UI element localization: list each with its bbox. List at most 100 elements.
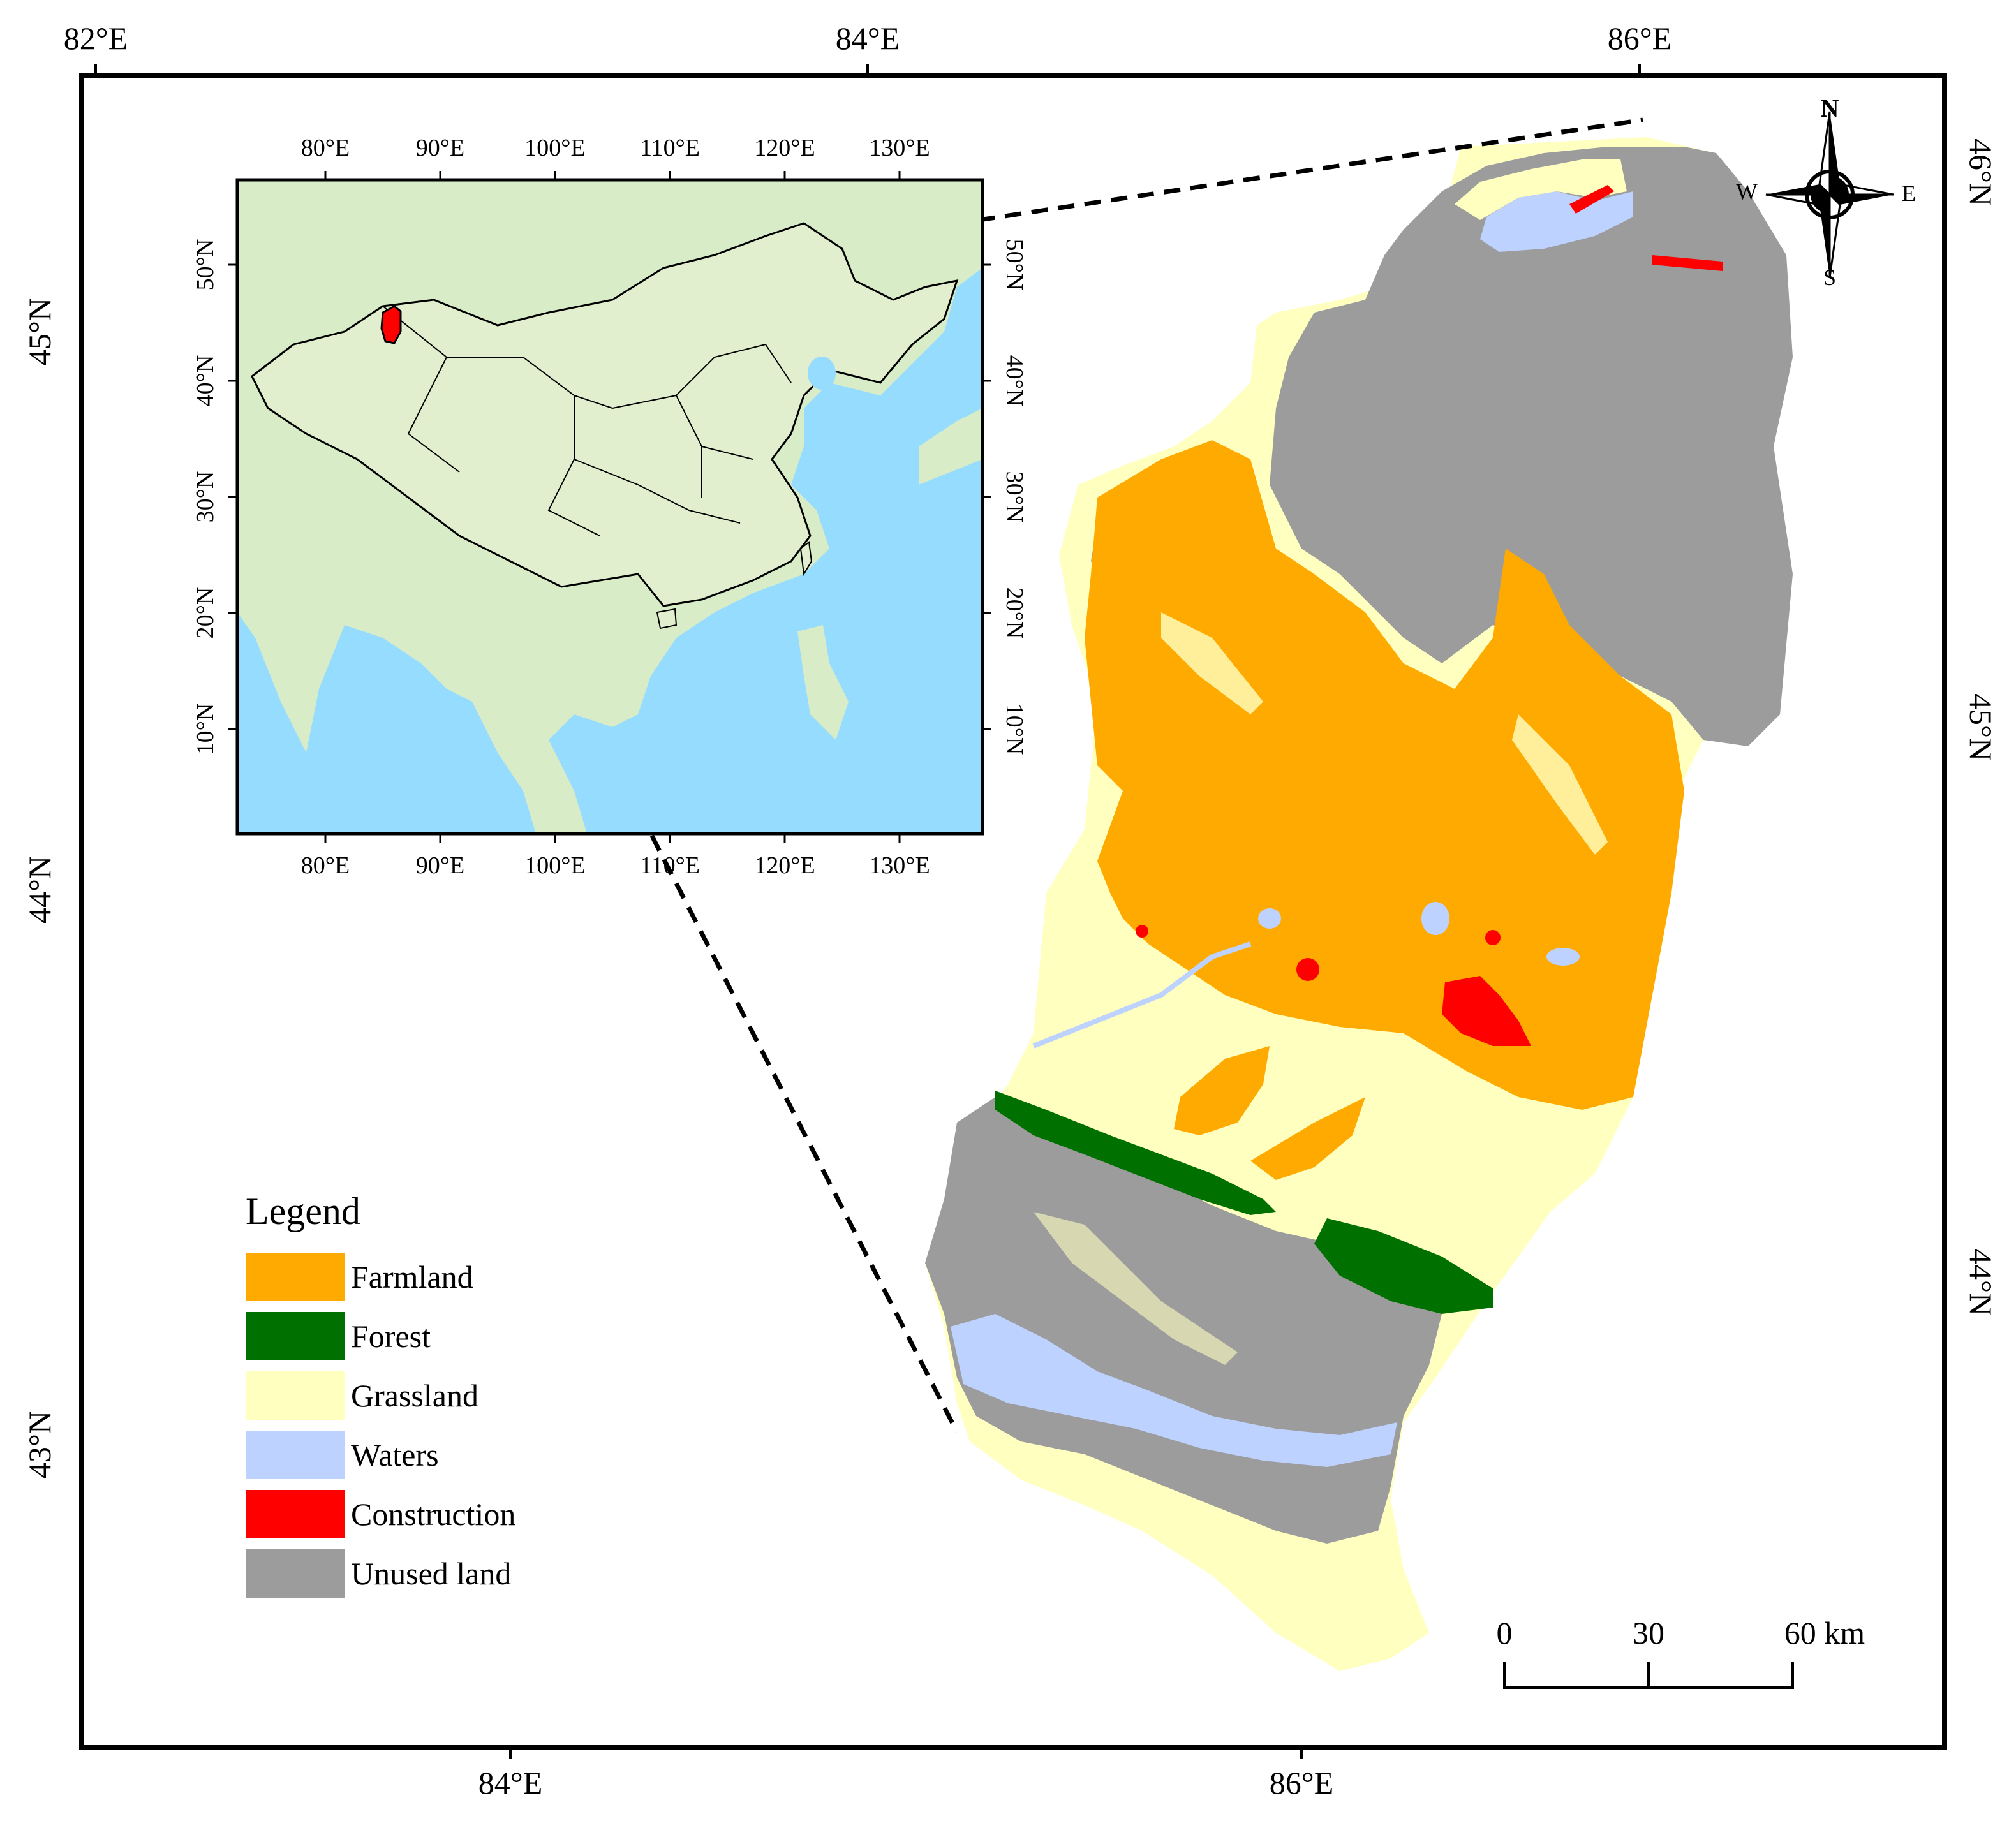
inset-map	[228, 171, 991, 843]
legend-label-construction: Construction	[351, 1496, 516, 1532]
inset-lon-80-bottom: 80°E	[300, 852, 350, 879]
inset-hainan	[656, 608, 678, 630]
inset-philippines	[797, 625, 849, 740]
inset-china-outline	[251, 222, 959, 607]
legend-label-waters: Waters	[351, 1437, 439, 1473]
inset-lat-10-left: 10°N	[192, 703, 219, 755]
legend-item-forest: Forest	[246, 1312, 603, 1360]
legend-item-farmland: Farmland	[246, 1253, 603, 1301]
scale-label-60: 60 km	[1784, 1615, 1865, 1651]
map-frame	[79, 73, 1947, 1750]
lat-label-43-left: 43°N	[22, 1410, 57, 1479]
lat-label-44-right: 44°N	[1963, 1248, 1999, 1316]
inset-lat-50-right: 50°N	[1001, 239, 1028, 291]
legend-swatch-farmland	[246, 1253, 345, 1301]
inset-lon-90-bottom: 90°E	[415, 852, 465, 879]
study-area	[925, 137, 1793, 1671]
legend-item-grassland: Grassland	[246, 1371, 603, 1420]
scale-label-30: 30	[1633, 1615, 1664, 1651]
region-waters-river	[1032, 941, 1252, 1049]
region-waters-lake	[1480, 191, 1633, 252]
lon-label-86-top: 86°E	[1607, 20, 1672, 56]
inset-lat-50-left: 50°N	[192, 239, 219, 291]
region-grassland-streak-2	[1512, 714, 1608, 855]
region-construction-town-2	[1485, 930, 1501, 945]
compass-w-label: W	[1736, 179, 1758, 204]
legend-item-waters: Waters	[246, 1431, 603, 1479]
inset-taiwan	[799, 541, 813, 576]
scale-bar	[1503, 1662, 1794, 1689]
inset-lon-110-top: 110°E	[640, 135, 700, 161]
inset-lat-40-left: 40°N	[192, 355, 219, 407]
region-waters-pond-3	[1546, 948, 1580, 966]
region-construction-north	[1569, 185, 1614, 214]
lat-label-44-left: 44°N	[22, 855, 57, 924]
inset-lon-80-top: 80°E	[300, 135, 350, 161]
inset-lat-10-right: 10°N	[1001, 703, 1028, 755]
lon-label-86-bottom: 86°E	[1269, 1765, 1334, 1801]
region-grassland-streak	[1161, 612, 1263, 714]
legend-swatch-construction	[246, 1490, 345, 1538]
region-waters-pond-1	[1421, 902, 1449, 935]
inset-connector-top	[395, 117, 1643, 311]
legend-item-unused-land: Unused land	[246, 1549, 603, 1598]
region-grassland-ridges	[1034, 1212, 1238, 1365]
legend-item-construction: Construction	[246, 1490, 603, 1538]
inset-connector-bottom	[393, 334, 960, 1433]
inset-lon-110-bottom: 110°E	[640, 852, 700, 879]
region-farmland-fan-1	[1174, 1046, 1270, 1135]
region-forest-belt-1	[995, 1091, 1276, 1215]
region-construction-town-3	[1136, 925, 1148, 938]
compass-e-label: E	[1902, 181, 1916, 206]
legend-label-unused-land: Unused land	[351, 1556, 512, 1591]
inset-lat-20-left: 20°N	[192, 587, 219, 639]
region-grassland-north	[1455, 159, 1627, 220]
inset-bohai	[808, 357, 836, 390]
legend-swatch-forest	[246, 1312, 345, 1360]
inset-lat-40-right: 40°N	[1001, 355, 1028, 407]
region-forest-belt-2	[1314, 1218, 1493, 1314]
inset-lon-100-bottom: 100°E	[524, 852, 586, 879]
region-waters-glacier	[951, 1314, 1397, 1467]
legend-swatch-unused-land	[246, 1549, 345, 1598]
lon-label-82: 82°E	[63, 20, 128, 56]
lat-label-46-right: 46°N	[1963, 138, 1999, 207]
legend-label-forest: Forest	[351, 1318, 431, 1354]
compass-s-label: S	[1823, 265, 1837, 290]
lon-label-84-top: 84°E	[835, 20, 900, 56]
legend-swatch-waters	[246, 1431, 345, 1479]
legend-title: Legend	[246, 1190, 360, 1232]
inset-province-lines	[382, 306, 792, 536]
lon-label-84-bottom: 84°E	[478, 1765, 543, 1801]
region-construction-city	[1442, 976, 1531, 1046]
inset-lat-30-right: 30°N	[1001, 471, 1028, 523]
lat-label-45-right: 45°N	[1963, 693, 1999, 762]
inset-study-area	[380, 305, 402, 344]
legend-swatch-grassland	[246, 1371, 345, 1420]
lat-label-45-left: 45°N	[22, 297, 57, 366]
legend: Legend Farmland Forest Grassland Waters …	[246, 1190, 603, 1609]
inset-frame	[235, 178, 984, 836]
inset-ticks	[228, 171, 991, 843]
inset-lon-90-top: 90°E	[415, 135, 465, 161]
inset-japan	[919, 408, 982, 485]
region-construction-northeast	[1652, 255, 1723, 271]
compass-rose	[1765, 111, 1894, 278]
inset-lon-120-bottom: 120°E	[754, 852, 815, 879]
region-construction-town	[1296, 958, 1319, 981]
inset-lat-30-left: 30°N	[192, 471, 219, 523]
region-unused-north	[1270, 147, 1793, 746]
region-waters-pond-2	[1258, 908, 1281, 929]
scale-label-0: 0	[1496, 1615, 1513, 1651]
inset-lon-120-top: 120°E	[754, 135, 815, 161]
region-farmland-fan-2	[1250, 1097, 1365, 1180]
legend-label-grassland: Grassland	[351, 1378, 478, 1413]
inset-lon-100-top: 100°E	[524, 135, 586, 161]
inset-lon-130-top: 130°E	[869, 135, 930, 161]
legend-label-farmland: Farmland	[351, 1259, 473, 1295]
region-farmland	[1085, 440, 1684, 1110]
inset-lat-20-right: 20°N	[1001, 587, 1028, 639]
compass-n-label: N	[1820, 94, 1839, 122]
